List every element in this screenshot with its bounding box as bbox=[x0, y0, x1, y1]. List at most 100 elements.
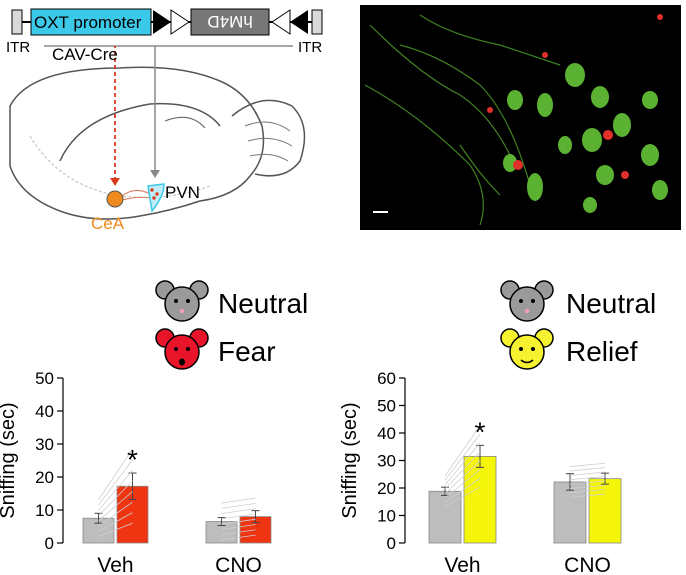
red-cells bbox=[487, 14, 663, 179]
chart-fear: 0 10 20 30 40 50 Sniffing (sec) Veh * CNO bbox=[0, 369, 272, 575]
y-tick-label: 60 bbox=[377, 369, 396, 388]
viral-construct: OXT promoter hM4D ITR ITR bbox=[6, 8, 323, 56]
subject-line bbox=[444, 460, 481, 494]
pvn-dot bbox=[155, 192, 159, 196]
legend-left: Neutral Fear bbox=[155, 276, 345, 376]
subject-line bbox=[569, 476, 606, 481]
hm4d-label: hM4D bbox=[207, 12, 252, 31]
subject-line bbox=[444, 425, 481, 477]
hippocampus-line bbox=[164, 116, 206, 129]
x-category-label: CNO bbox=[564, 554, 611, 575]
chart-relief: 0 10 20 30 40 50 60 Sniffing (sec) Veh * CNO bbox=[340, 369, 622, 575]
subject-line bbox=[98, 501, 133, 527]
y-tick-label: 20 bbox=[377, 479, 396, 498]
pvn-region bbox=[147, 183, 165, 213]
subject-line bbox=[221, 513, 256, 520]
subject-line bbox=[444, 478, 481, 503]
subject-line bbox=[98, 449, 133, 500]
y-tick-label: 10 bbox=[35, 501, 54, 520]
aav-arrowhead bbox=[150, 170, 160, 178]
subject-line bbox=[221, 497, 256, 504]
legend-right: Neutral Relief bbox=[500, 276, 686, 376]
subject-line bbox=[221, 508, 256, 515]
subject-line bbox=[444, 434, 481, 481]
cea-region bbox=[106, 190, 124, 208]
subject-line bbox=[221, 529, 256, 536]
oxt-promoter-label: OXT promoter bbox=[34, 13, 142, 32]
itr-left-box bbox=[11, 9, 23, 35]
subject-line bbox=[98, 522, 133, 538]
subject-line bbox=[444, 469, 481, 499]
pvn-label: PVN bbox=[165, 183, 200, 202]
y-tick-label: 20 bbox=[35, 468, 54, 487]
y-tick-label: 0 bbox=[45, 534, 54, 553]
subject-line bbox=[98, 480, 133, 516]
y-tick-label: 50 bbox=[377, 397, 396, 416]
cav-cre-label: CAV-Cre bbox=[52, 46, 118, 64]
subject-line bbox=[569, 493, 606, 498]
green-cells bbox=[503, 63, 668, 213]
loxp-right-outer bbox=[290, 10, 308, 34]
y-tick-label: 40 bbox=[377, 424, 396, 443]
subject-line bbox=[569, 467, 606, 472]
hm4d-box bbox=[190, 8, 270, 36]
subject-line bbox=[221, 518, 256, 525]
y-axis-label: Sniffing (sec) bbox=[0, 402, 19, 518]
mouse-gray-icon bbox=[500, 280, 554, 322]
legend-neutral-label: Neutral bbox=[566, 288, 657, 319]
y-axis-label: Sniffing (sec) bbox=[340, 402, 361, 518]
x-category-label: CNO bbox=[215, 554, 262, 575]
significance-star: * bbox=[127, 444, 138, 475]
legend-fear-label: Fear bbox=[218, 336, 276, 367]
bar bbox=[116, 485, 149, 544]
subject-line bbox=[444, 451, 481, 490]
confocal-micrograph bbox=[360, 5, 681, 230]
cea-label: CeA bbox=[91, 214, 125, 233]
y-tick-label: 10 bbox=[377, 507, 396, 526]
x-category-label: Veh bbox=[97, 554, 133, 575]
subject-line bbox=[569, 471, 606, 476]
brain-schematic: CAV-Cre CeA PVN bbox=[9, 46, 306, 233]
subject-line bbox=[444, 486, 481, 508]
projection-fibers-2 bbox=[121, 196, 151, 201]
subject-line bbox=[98, 470, 133, 511]
loxp-left-outer bbox=[153, 10, 171, 34]
pvn-dot bbox=[152, 196, 156, 200]
y-tick-label: 40 bbox=[35, 402, 54, 421]
cerebellum-outline bbox=[231, 99, 306, 177]
loxp-right-inner bbox=[271, 9, 291, 35]
subject-line bbox=[569, 480, 606, 485]
mouse-red-icon bbox=[155, 328, 209, 370]
subject-line bbox=[221, 524, 256, 530]
scale-bar bbox=[373, 211, 388, 213]
bar bbox=[463, 455, 497, 544]
significance-star: * bbox=[475, 416, 486, 447]
subject-line bbox=[98, 491, 133, 522]
oxt-promoter-box bbox=[30, 8, 152, 36]
cerebellum-folds bbox=[244, 121, 293, 162]
mouse-gray-icon bbox=[155, 280, 209, 322]
subject-line bbox=[221, 534, 256, 541]
green-fibers bbox=[364, 14, 561, 226]
itr-right-box bbox=[311, 9, 323, 35]
subject-line bbox=[98, 459, 133, 506]
x-category-label: Veh bbox=[444, 554, 480, 575]
bar bbox=[588, 478, 622, 544]
y-tick-label: 0 bbox=[387, 534, 396, 553]
subject-line bbox=[98, 512, 133, 532]
legend-neutral-label: Neutral bbox=[218, 288, 309, 319]
subject-line bbox=[569, 489, 606, 494]
loxp-left-inner bbox=[170, 9, 190, 35]
micrograph-background bbox=[360, 5, 681, 230]
pvn-dot bbox=[150, 188, 154, 192]
corpus-callosum bbox=[59, 102, 221, 162]
bar bbox=[428, 490, 462, 544]
projection-fibers bbox=[121, 190, 151, 197]
subject-line bbox=[221, 503, 256, 509]
mouse-yellow-icon bbox=[500, 328, 554, 370]
itr-right-label: ITR bbox=[298, 39, 322, 56]
y-tick-label: 30 bbox=[35, 435, 54, 454]
bar bbox=[553, 481, 587, 544]
legend-relief-label: Relief bbox=[566, 336, 638, 367]
subject-line bbox=[444, 442, 481, 485]
